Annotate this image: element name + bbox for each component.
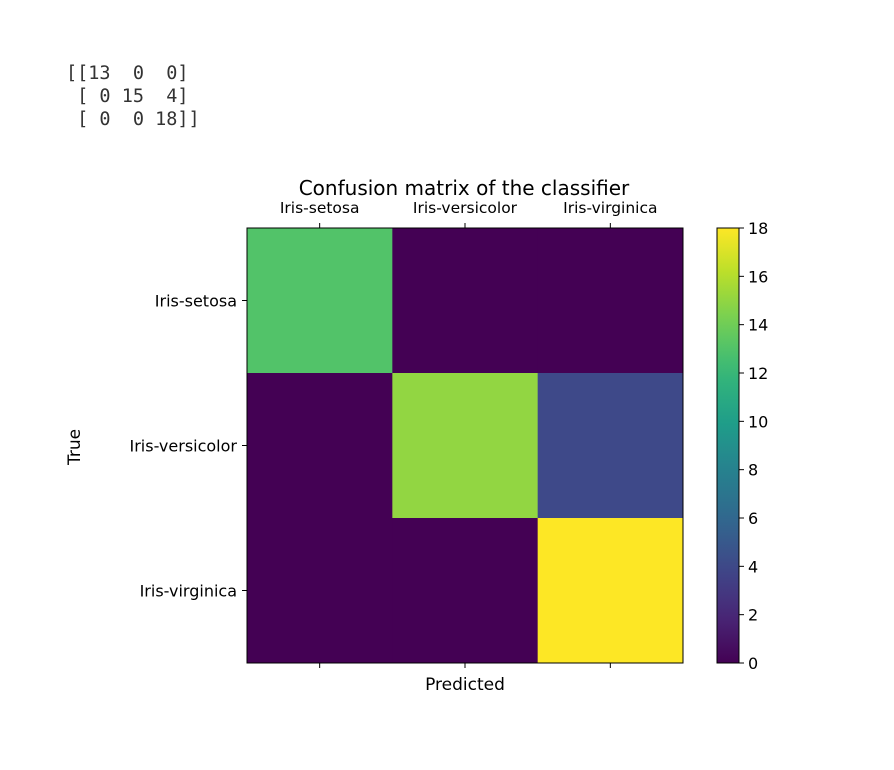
- heatmap-cell: [537, 373, 684, 519]
- colorbar-tick-label: 16: [748, 267, 768, 286]
- chart-title: Confusion matrix of the classifier: [299, 176, 630, 200]
- colorbar-tick-label: 6: [748, 509, 758, 528]
- y-tick-label: Iris-virginica: [140, 582, 237, 601]
- colorbar-tick-label: 4: [748, 557, 758, 576]
- y-axis-ticks: Iris-setosa Iris-versicolor Iris-virginica: [130, 292, 247, 601]
- heatmap-cell: [537, 228, 684, 374]
- colorbar-tick-label: 14: [748, 316, 768, 335]
- colorbar-tick-label: 0: [748, 654, 758, 673]
- y-tick-label: Iris-versicolor: [130, 437, 238, 456]
- heatmap-cell: [247, 228, 393, 374]
- x-axis-ticks: Iris-setosa Iris-versicolor Iris-virginica: [280, 199, 658, 668]
- colorbar-gradient: [716, 227, 740, 664]
- x-axis-label: Predicted: [425, 675, 505, 695]
- heatmap-cell: [392, 228, 539, 374]
- y-axis-label: True: [65, 429, 85, 466]
- printed-confusion-matrix: [[13 0 0] [ 0 15 4] [ 0 0 18]]: [66, 62, 200, 131]
- x-tick-label: Iris-setosa: [280, 199, 360, 217]
- colorbar-tick-label: 12: [748, 364, 768, 383]
- colorbar-tick-label: 2: [748, 606, 758, 625]
- colorbar: 0 2 4 6 8 10 12 14 16 18: [716, 219, 768, 673]
- matrix-output-line: [[13 0 0]: [66, 63, 189, 84]
- colorbar-tick-label: 18: [748, 219, 768, 238]
- x-tick-label: Iris-versicolor: [413, 199, 518, 217]
- heatmap-cell: [537, 518, 684, 664]
- colorbar-tick-label: 10: [748, 412, 768, 431]
- heatmap-cells: [247, 228, 684, 664]
- y-tick-label: Iris-setosa: [155, 292, 237, 311]
- colorbar-tick-label: 8: [748, 461, 758, 480]
- matrix-output-line: [ 0 0 18]]: [66, 109, 200, 130]
- heatmap-cell: [392, 373, 539, 519]
- heatmap-cell: [247, 518, 393, 664]
- matrix-output-line: [ 0 15 4]: [66, 86, 189, 107]
- x-tick-label: Iris-virginica: [563, 199, 657, 217]
- heatmap-cell: [392, 518, 539, 664]
- heatmap-cell: [247, 373, 393, 519]
